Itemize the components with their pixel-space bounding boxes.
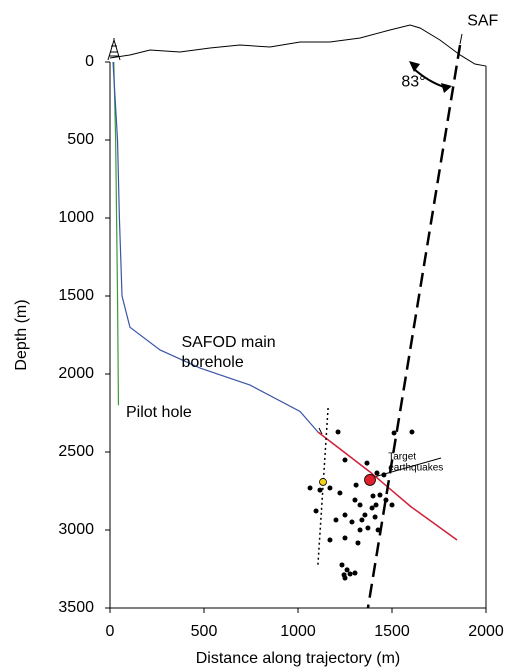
scatter-point bbox=[372, 514, 378, 520]
scatter-point bbox=[383, 497, 389, 503]
scatter-point bbox=[359, 517, 365, 523]
y-tick-label: 2500 bbox=[58, 443, 94, 460]
scatter-point bbox=[313, 508, 319, 514]
scatter-point bbox=[337, 490, 343, 496]
scatter-point bbox=[352, 570, 358, 576]
scatter-point bbox=[381, 472, 387, 478]
scatter-point bbox=[327, 485, 333, 491]
scatter-point bbox=[344, 567, 350, 573]
scatter-point bbox=[317, 487, 323, 493]
y-tick-label: 3500 bbox=[58, 599, 94, 616]
saf-tick bbox=[459, 33, 463, 45]
y-tick-label: 500 bbox=[67, 131, 94, 148]
series-line bbox=[109, 24, 487, 67]
scatter-point bbox=[349, 519, 355, 525]
scatter-point bbox=[339, 562, 345, 568]
y-tick-label: 1000 bbox=[58, 209, 94, 226]
scatter-point bbox=[364, 460, 370, 466]
scatter-point bbox=[375, 527, 381, 533]
angle-arrow bbox=[409, 61, 452, 93]
scatter-point bbox=[307, 485, 313, 491]
scatter-point bbox=[369, 505, 375, 511]
scatter-point bbox=[342, 457, 348, 463]
drill-rig bbox=[107, 38, 121, 61]
scatter-point bbox=[342, 535, 348, 541]
scatter-point bbox=[377, 492, 383, 498]
scatter-point bbox=[353, 482, 359, 488]
y-tick-label: 1500 bbox=[58, 287, 94, 304]
borehole-tick bbox=[318, 427, 323, 435]
scatter-point bbox=[365, 525, 371, 531]
scatter-point bbox=[389, 502, 395, 508]
scatter-point bbox=[335, 429, 341, 435]
scatter-point bbox=[357, 502, 363, 508]
x-tick-label: 2000 bbox=[468, 623, 504, 640]
x-tick-label: 0 bbox=[106, 623, 115, 640]
scatter-point bbox=[319, 478, 327, 486]
scatter-point bbox=[333, 517, 339, 523]
series-line bbox=[112, 61, 319, 433]
x-axis-label: Distance along trajectory (m) bbox=[196, 650, 401, 667]
series-line bbox=[317, 407, 329, 565]
scatter-point bbox=[357, 527, 363, 533]
annotation: Target bbox=[388, 451, 416, 462]
scatter-point bbox=[391, 430, 397, 436]
annotation: 83° bbox=[401, 73, 425, 90]
x-tick-label: 1000 bbox=[280, 623, 316, 640]
series-line bbox=[366, 44, 462, 609]
x-tick-label: 500 bbox=[191, 623, 218, 640]
scatter-point bbox=[347, 571, 353, 577]
annotation: borehole bbox=[181, 354, 243, 371]
annotation: Pilot hole bbox=[126, 404, 192, 421]
y-tick-label: 2000 bbox=[58, 365, 94, 382]
scatter-point bbox=[352, 497, 358, 503]
scatter-point bbox=[364, 474, 376, 486]
scatter-point bbox=[355, 540, 361, 546]
annotation: earthquakes bbox=[388, 462, 443, 473]
scatter-point bbox=[342, 575, 348, 581]
scatter-point bbox=[362, 512, 368, 518]
annotation: SAFOD main bbox=[181, 334, 275, 351]
scatter-point bbox=[374, 470, 380, 476]
scatter-point bbox=[342, 512, 348, 518]
series-line bbox=[317, 431, 458, 541]
y-tick-label: 0 bbox=[85, 53, 94, 70]
scatter-point bbox=[373, 502, 379, 508]
scatter-point bbox=[409, 429, 415, 435]
x-tick-label: 1500 bbox=[374, 623, 410, 640]
y-axis-label: Depth (m) bbox=[13, 299, 30, 370]
scatter-point bbox=[327, 537, 333, 543]
scatter-point bbox=[370, 493, 376, 499]
y-tick-label: 3000 bbox=[58, 521, 94, 538]
annotation: SAF bbox=[467, 13, 498, 30]
